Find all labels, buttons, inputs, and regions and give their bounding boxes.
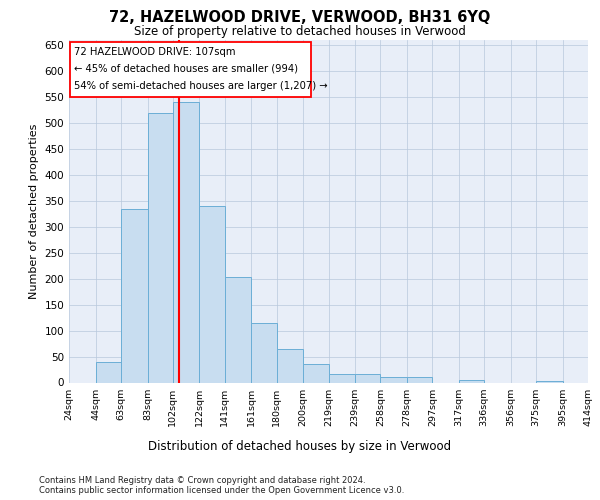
Text: Contains HM Land Registry data © Crown copyright and database right 2024.: Contains HM Land Registry data © Crown c… [39,476,365,485]
Text: ← 45% of detached houses are smaller (994): ← 45% of detached houses are smaller (99… [74,64,298,74]
Bar [459,380,484,382]
Y-axis label: Number of detached properties: Number of detached properties [29,124,39,299]
Text: 54% of semi-detached houses are larger (1,207) →: 54% of semi-detached houses are larger (… [74,81,327,91]
Text: 72 HAZELWOOD DRIVE: 107sqm: 72 HAZELWOOD DRIVE: 107sqm [74,46,235,56]
Bar [355,374,380,382]
Bar [329,374,355,382]
Bar [173,102,199,382]
Bar [303,364,329,382]
Bar [148,112,173,382]
Bar [95,362,121,382]
Text: Size of property relative to detached houses in Verwood: Size of property relative to detached ho… [134,25,466,38]
Text: Distribution of detached houses by size in Verwood: Distribution of detached houses by size … [148,440,452,453]
Bar [199,206,224,382]
Bar [407,378,432,382]
Bar [251,323,277,382]
Text: Contains public sector information licensed under the Open Government Licence v3: Contains public sector information licen… [39,486,404,495]
Text: 72, HAZELWOOD DRIVE, VERWOOD, BH31 6YQ: 72, HAZELWOOD DRIVE, VERWOOD, BH31 6YQ [109,10,491,25]
Bar [224,277,251,382]
Bar [121,208,148,382]
Bar [380,378,407,382]
Bar [277,349,303,382]
FancyBboxPatch shape [70,42,311,97]
